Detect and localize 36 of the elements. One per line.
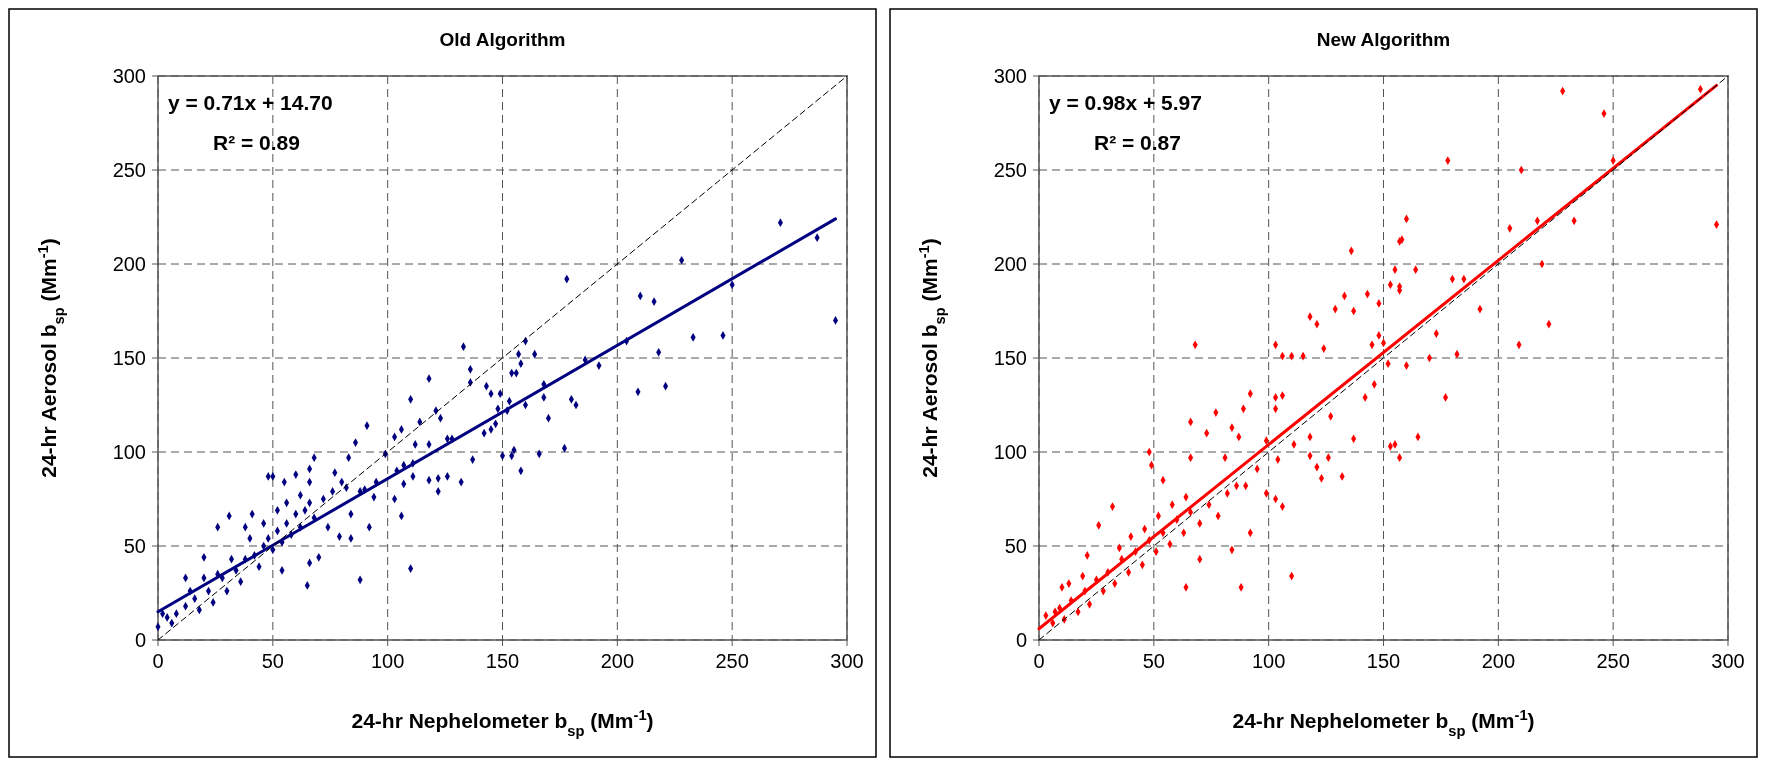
y-tick-label: 150 (993, 347, 1027, 369)
y-tick-label: 100 (112, 441, 146, 463)
x-tick-label: 200 (600, 650, 635, 672)
annotation: R² = 0.87 (1094, 131, 1181, 154)
y-tick-label: 200 (112, 253, 146, 275)
annotation: R² = 0.89 (213, 131, 300, 154)
x-tick-label: 250 (1596, 650, 1630, 672)
y-tick-label: 0 (134, 629, 146, 651)
y-tick-label: 50 (123, 535, 146, 557)
x-tick-label: 50 (1142, 650, 1165, 672)
x-tick-label: 300 (1711, 650, 1745, 672)
y-tick-label: 0 (1015, 629, 1027, 651)
x-tick-label: 100 (1251, 650, 1286, 672)
chart-title: New Algorithm (1316, 29, 1451, 50)
x-tick-label: 100 (370, 650, 405, 672)
chart-title: Old Algorithm (439, 29, 566, 50)
y-tick-label: 100 (993, 441, 1027, 463)
x-tick-label: 150 (485, 650, 520, 672)
annotation: y = 0.98x + 5.97 (1049, 91, 1202, 114)
x-tick-label: 150 (1366, 650, 1401, 672)
y-tick-label: 300 (112, 65, 146, 87)
y-tick-label: 250 (112, 159, 146, 181)
y-tick-label: 200 (993, 253, 1027, 275)
y-tick-label: 50 (1004, 535, 1027, 557)
x-tick-label: 0 (1033, 650, 1045, 672)
x-tick-label: 200 (1481, 650, 1516, 672)
y-tick-label: 150 (112, 347, 146, 369)
annotation: y = 0.71x + 14.70 (168, 91, 333, 114)
y-tick-label: 300 (993, 65, 1027, 87)
x-tick-label: 0 (152, 650, 164, 672)
x-axis-title: 24-hr Nephelometer b$_{sp}$ (Mm$^{-1}$) (351, 707, 654, 739)
x-tick-label: 300 (830, 650, 864, 672)
x-axis-title: 24-hr Nephelometer b$_{sp}$ (Mm$^{-1}$) (1232, 707, 1535, 739)
x-tick-label: 50 (261, 650, 284, 672)
x-tick-label: 250 (715, 650, 749, 672)
y-tick-label: 250 (993, 159, 1027, 181)
